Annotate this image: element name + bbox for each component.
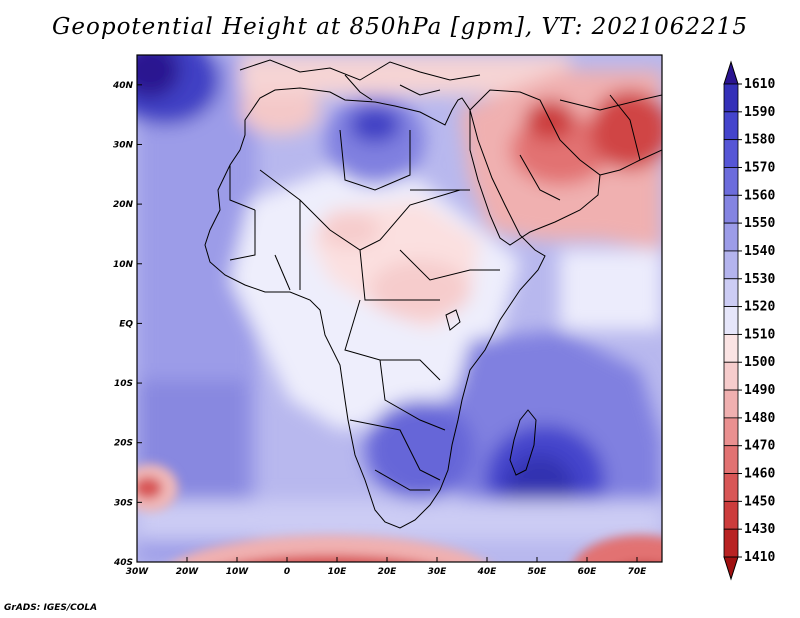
- x-tick-label: 0: [284, 567, 290, 577]
- colorbar-label: 1510: [744, 327, 775, 342]
- colorbar-swatch: [723, 473, 739, 502]
- colorbar-swatch: [723, 500, 739, 530]
- x-tick-label: 70E: [628, 567, 648, 577]
- colorbar-top-arrow: [723, 60, 739, 85]
- grads-credit: GrADS: IGES/COLA: [4, 603, 98, 613]
- y-tick-label: 30S: [114, 498, 133, 508]
- y-tick-label: 10S: [114, 379, 133, 389]
- y-tick-label: 20S: [114, 439, 133, 449]
- colorbar-label: 1550: [744, 216, 775, 231]
- colorbar-swatch: [723, 528, 739, 558]
- x-tick-label: 30E: [428, 567, 448, 577]
- x-tick-label: 10E: [328, 567, 348, 577]
- colorbar-label: 1610: [744, 77, 775, 92]
- y-tick-label: 30N: [113, 140, 134, 150]
- colorbar-swatch: [723, 83, 739, 113]
- x-tick-label: 30W: [126, 567, 150, 577]
- y-tick-label: 40S: [113, 558, 133, 568]
- y-tick-label: 20N: [113, 200, 134, 210]
- colorbar-label: 1430: [744, 522, 775, 537]
- coastlines: [204, 59, 662, 529]
- y-tick-label: 40N: [112, 81, 134, 91]
- colorbar-label: 1480: [744, 411, 775, 426]
- colorbar-swatch: [723, 278, 739, 307]
- colorbar-label: 1580: [744, 133, 775, 148]
- x-tick-label: 10W: [226, 567, 250, 577]
- x-tick-label: 40E: [477, 567, 498, 577]
- y-tick-label: 10N: [113, 260, 134, 270]
- colorbar-label: 1460: [744, 467, 775, 482]
- colorbar-swatch: [723, 389, 739, 419]
- colorbar-swatch: [723, 222, 739, 252]
- colorbar-swatch: [723, 194, 739, 224]
- colorbar-swatch: [723, 167, 739, 196]
- colorbar-label: 1470: [744, 439, 775, 454]
- colorbar-swatch: [723, 361, 739, 391]
- colorbar-swatch: [723, 250, 739, 280]
- colorbar-label: 1490: [744, 383, 775, 398]
- colorbar-label: 1570: [744, 160, 775, 175]
- colorbar-swatch: [723, 139, 739, 168]
- colorbar-label: 1450: [744, 494, 775, 509]
- map-title: Geopotential Height at 850hPa [gpm], VT:…: [52, 14, 748, 40]
- colorbar-label: 1520: [744, 300, 775, 315]
- colorbar-swatch: [723, 306, 739, 335]
- colorbar-label: 1560: [744, 188, 775, 203]
- colorbar-label: 1410: [744, 550, 775, 565]
- geopotential-field: [137, 55, 662, 562]
- x-tick-label: 60E: [578, 567, 598, 577]
- colorbar-swatch: [723, 334, 739, 363]
- map-frame: [136, 54, 663, 563]
- colorbar-label: 1540: [744, 244, 775, 259]
- colorbar-label: 1530: [744, 272, 775, 287]
- colorbar-label: 1500: [744, 355, 775, 370]
- y-tick-label: EQ: [119, 319, 133, 329]
- x-tick-label: 50E: [528, 567, 548, 577]
- x-tick-label: 20W: [176, 567, 200, 577]
- colorbar-swatch: [723, 417, 739, 447]
- colorbar-bottom-arrow: [723, 556, 739, 581]
- colorbar-label: 1590: [744, 105, 775, 120]
- colorbar-swatch: [723, 445, 739, 474]
- x-tick-label: 20E: [378, 567, 398, 577]
- colorbar-swatch: [723, 111, 739, 141]
